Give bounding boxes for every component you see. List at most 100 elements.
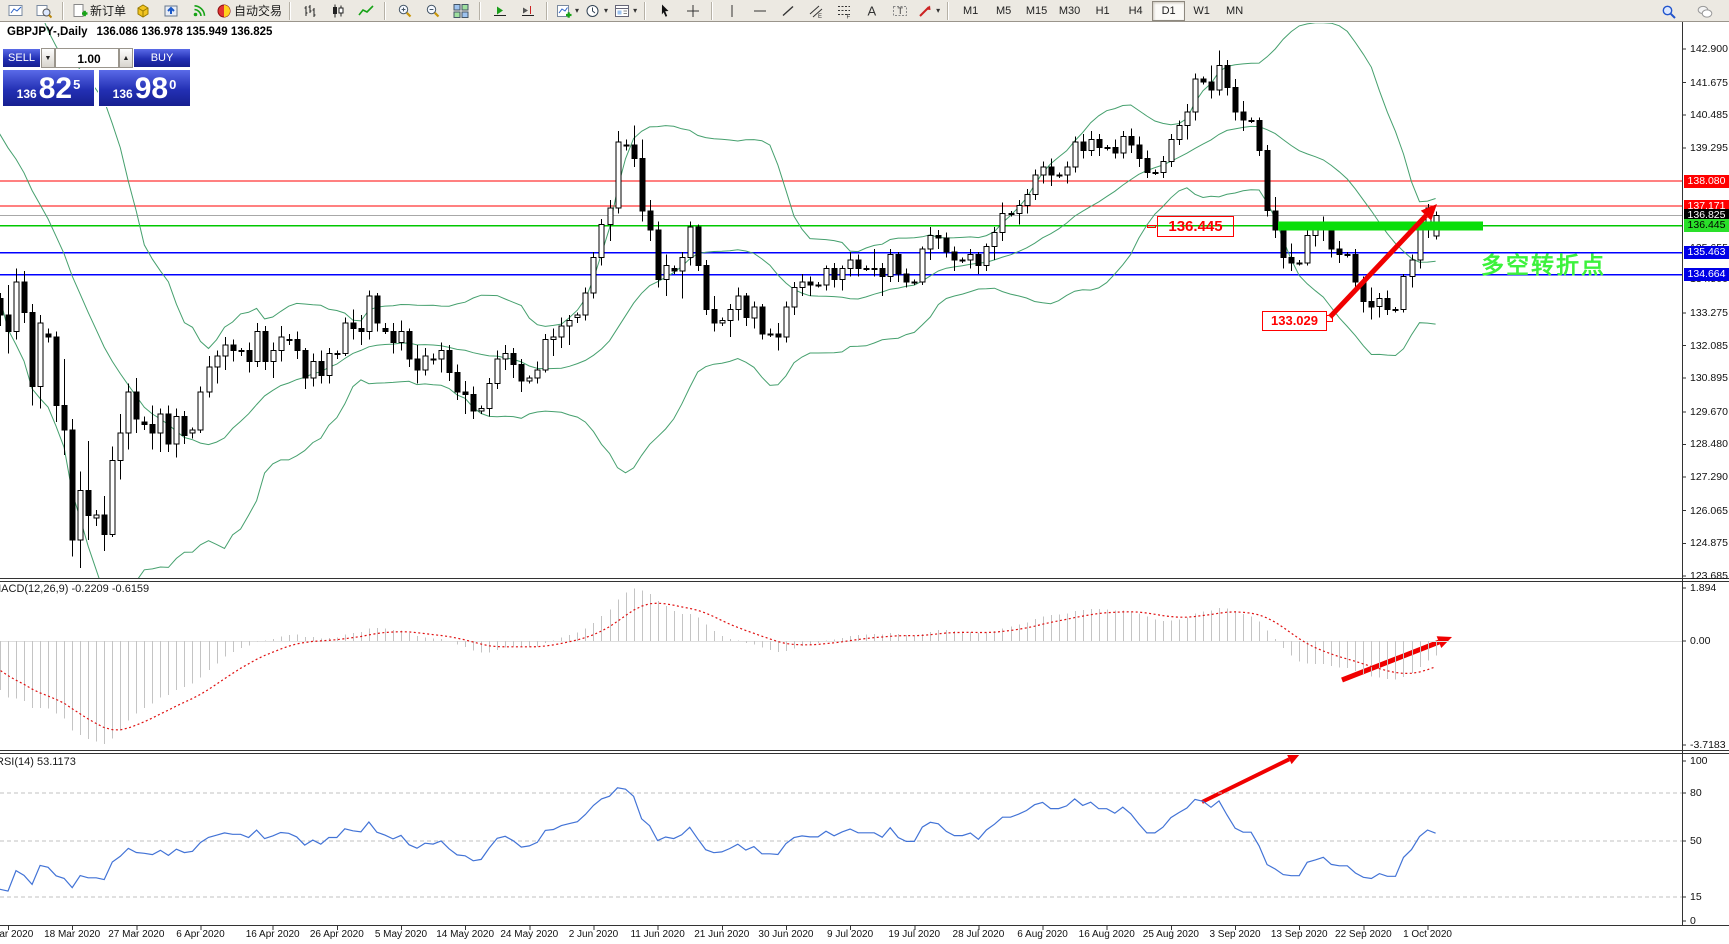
chart-shift-button[interactable] [514, 0, 542, 22]
bid-price-button[interactable]: 136 82 5 [2, 69, 95, 107]
toolbar-separator [287, 1, 295, 20]
search-icon [1662, 5, 1676, 19]
cursor-icon [661, 4, 669, 17]
new-order-button[interactable]: 新订单 [69, 0, 129, 22]
chart-bars-button[interactable] [296, 0, 324, 22]
cursor-button[interactable] [651, 0, 679, 22]
toolbar-button-label: 自动交易 [234, 4, 283, 18]
zoom-in-icon [398, 4, 412, 17]
toolbar-separator [477, 1, 485, 20]
tile-windows-button[interactable] [447, 0, 475, 22]
text-label-button[interactable]: T [886, 0, 914, 22]
bid-price-pip: 5 [73, 77, 81, 92]
chart-window-button[interactable] [2, 0, 30, 22]
timeframe-m30-button[interactable]: M30 [1058, 4, 1081, 17]
new-order-icon [73, 3, 88, 17]
rsi-value: 53.1173 [36, 756, 76, 768]
timeframe-m5-button[interactable]: M5 [995, 4, 1012, 17]
timeframe-h4-button[interactable]: H4 [1128, 4, 1143, 17]
ask-price-main: 98 [134, 72, 169, 105]
bid-price-main: 82 [38, 72, 73, 105]
tile-windows-icon [453, 3, 469, 18]
volume-input[interactable] [56, 49, 122, 69]
autotrade-button[interactable]: 自动交易 [213, 0, 285, 22]
zoom-in-button[interactable] [391, 0, 419, 22]
chart-line-button[interactable] [352, 0, 380, 22]
toolbar-button-label: 新订单 [90, 4, 127, 18]
publish-button[interactable] [157, 0, 185, 22]
rsi-name: RSI(14) [0, 756, 34, 768]
text-button[interactable]: A [858, 0, 886, 22]
crosshair-icon [687, 4, 700, 17]
indicators-add-button[interactable]: ▾ [553, 0, 582, 22]
symbol-period: GBPJPY-,Daily [7, 26, 88, 38]
chat-button[interactable] [1691, 1, 1719, 23]
hline-icon [754, 10, 767, 11]
timeframe-d1-button[interactable]: D1 [1152, 0, 1186, 21]
auto-scroll-icon [494, 6, 507, 16]
zoom-out-button[interactable] [419, 0, 447, 22]
svg-text:E: E [818, 14, 822, 19]
templates-button[interactable]: ▾ [611, 0, 640, 22]
macd-main-value: -0.2209 [71, 583, 109, 595]
fibonacci-button[interactable]: F [830, 0, 858, 22]
macd-indicator-label: MACD(12,26,9) -0.2209 -0.6159 [0, 583, 149, 595]
dropdown-caret-icon: ▾ [633, 6, 638, 15]
signals-icon [193, 4, 206, 16]
sell-label: SELL [8, 52, 35, 64]
sell-button[interactable]: SELL [2, 48, 41, 68]
chart-search-icon [36, 4, 52, 18]
ask-price-button[interactable]: 136 98 0 [98, 69, 191, 107]
channel-icon: E [809, 5, 823, 19]
autotrade-icon [217, 4, 231, 17]
chart-bars-icon [304, 4, 316, 17]
rsi-indicator-label: RSI(14) 53.1173 [0, 756, 76, 768]
signals-button[interactable] [185, 0, 213, 22]
text-icon: A [868, 3, 877, 18]
hline-button[interactable] [746, 0, 774, 22]
market-cube-button[interactable] [129, 0, 157, 22]
volume-increase-button[interactable]: ▲ [119, 48, 133, 68]
chart-candles-button[interactable] [324, 0, 352, 22]
one-click-trade-panel: SELL ▼ ▲ BUY 136 82 5 136 98 0 [2, 48, 191, 107]
publish-icon [164, 5, 178, 16]
templates-icon [615, 4, 630, 17]
chart-line-icon [358, 4, 374, 15]
dropdown-caret-icon: ▾ [936, 6, 941, 15]
fibonacci-icon: F [838, 5, 851, 19]
timeframe-h1-button[interactable]: H1 [1095, 4, 1110, 17]
timeframe-w1-button[interactable]: W1 [1193, 4, 1210, 17]
timeframe-m15-button[interactable]: M15 [1025, 4, 1048, 17]
search-button[interactable] [1655, 1, 1683, 23]
arrows-tool-button[interactable]: ▾ [914, 0, 943, 22]
timeframe-m1-button[interactable]: M1 [962, 4, 979, 17]
arrows-tool-icon [919, 5, 931, 17]
vline-icon [731, 4, 733, 17]
periods-icon [586, 4, 599, 17]
dropdown-caret-icon: ▾ [575, 6, 580, 15]
toolbar-separator [544, 1, 552, 20]
buy-button[interactable]: BUY [133, 48, 191, 68]
crosshair-button[interactable] [679, 0, 707, 22]
toolbar-separator [642, 1, 650, 20]
chart-shift-icon [522, 5, 535, 16]
quote-ohlc: 136.086 136.978 135.949 136.825 [96, 26, 273, 38]
channel-button[interactable]: E [802, 0, 830, 22]
volume-decrease-button[interactable]: ▼ [41, 48, 55, 68]
timeframe-mn-button[interactable]: MN [1226, 4, 1244, 17]
toolbar: 新订单 自动交易 ▾ ▾ ▾ E F A T ▾ M1 M5 M15 M30 H1 H4 D1 W1 MN [0, 0, 1729, 22]
svg-text:F: F [847, 14, 851, 19]
zoom-out-icon [426, 4, 440, 17]
quote-line: GBPJPY-,Daily 136.086 136.978 135.949 136… [7, 26, 272, 38]
buy-label: BUY [150, 52, 174, 64]
auto-scroll-button[interactable] [486, 0, 514, 22]
chart-candles-icon [333, 4, 344, 17]
trendline-button[interactable] [774, 0, 802, 22]
macd-name: MACD(12,26,9) [0, 583, 69, 595]
toolbar-separator [709, 1, 717, 20]
chart-search-button[interactable] [30, 0, 58, 22]
periods-button[interactable]: ▾ [582, 0, 611, 22]
vline-button[interactable] [718, 0, 746, 22]
